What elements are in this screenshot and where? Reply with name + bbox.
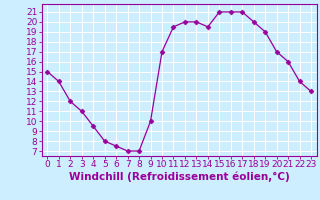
- X-axis label: Windchill (Refroidissement éolien,°C): Windchill (Refroidissement éolien,°C): [69, 172, 290, 182]
